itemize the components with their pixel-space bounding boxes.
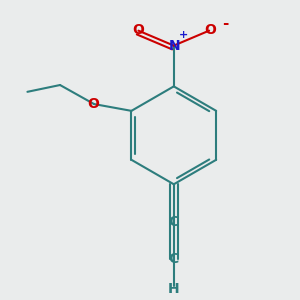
Text: -: - [222,16,229,31]
Text: C: C [169,214,179,229]
Text: O: O [204,23,216,37]
Text: +: + [179,30,188,40]
Text: N: N [169,39,180,52]
Text: C: C [169,252,179,266]
Text: H: H [168,282,180,296]
Text: O: O [133,23,144,37]
Text: O: O [87,97,99,111]
